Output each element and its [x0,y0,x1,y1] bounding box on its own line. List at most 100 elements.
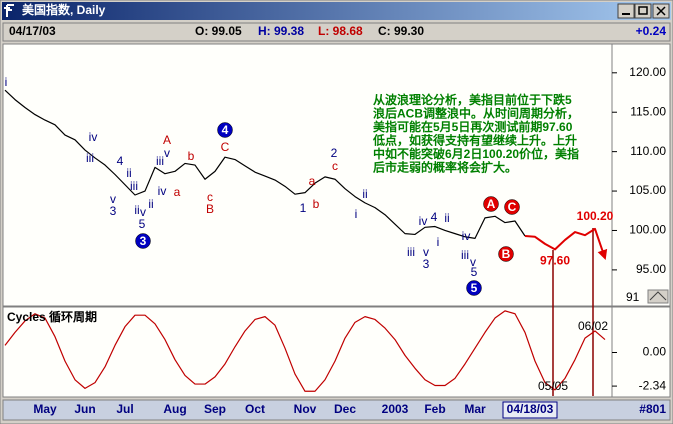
wave-label: 4 [431,210,438,224]
wave-label: ii [134,203,139,217]
wave-label: c [207,190,213,204]
maximize-button[interactable] [634,3,652,19]
y-tick-label: 105.00 [629,183,666,197]
wave-label: iv [158,184,167,198]
bar-date: 04/17/03 [9,24,56,38]
wave-label: iii [130,179,138,193]
price-line [4,89,526,239]
close-value: C: 99.30 [378,24,424,38]
window-title: 美国指数, Daily [22,2,106,17]
toolbar [2,22,671,42]
wave-label: 4 [117,154,124,168]
y-tick-label: 100.00 [629,223,666,237]
wave-label: v [470,255,476,269]
wave-label: C [508,200,517,214]
x-tick-label: Nov [294,402,317,416]
wave-label: A [487,197,496,211]
bar-count: #801 [639,402,666,416]
close-icon [656,6,666,16]
analysis-note: 中如不能突破6月2日100.20价位，美指 [373,146,579,161]
y-tick-label: 0.00 [643,345,667,359]
cycle-line [4,310,606,392]
x-tick-label: Dec [334,402,356,416]
wave-label: 3 [110,204,117,218]
wave-circle [135,233,151,249]
wave-circle [466,280,482,296]
wave-label: v [423,245,429,259]
wave-label: 3 [423,257,430,271]
wave-label: b [188,149,195,163]
date-marker-label: 05/05 [538,379,568,393]
wave-label: i [355,207,358,221]
y-tick-label: -2.34 [639,378,667,392]
x-tick-label: Jul [116,402,133,416]
analysis-note: 后市走弱的概率将会扩大。 [373,160,517,175]
wave-label: i [5,75,8,89]
wave-label: B [502,247,511,261]
low-value: L: 98.68 [318,24,363,38]
forecast-line [524,227,608,260]
wave-circle [217,122,233,138]
wave-label: ii [444,211,449,225]
wave-circle [504,199,520,215]
app-icon [4,4,14,17]
price-panel [2,43,613,307]
y-tick-label: 115.00 [630,104,666,118]
value-label: 100.20 [577,209,614,223]
x-tick-label: Oct [245,402,265,416]
wave-label: a [174,185,181,199]
y-tick-label: 110.00 [630,144,666,158]
wave-label: 2 [331,146,338,160]
wave-label: v [164,146,170,160]
wave-circle [483,196,499,212]
x-tick-label: Jun [74,402,95,416]
open-value: O: 99.05 [195,24,242,38]
change-value: +0.24 [636,24,667,38]
wave-label: iii [407,245,415,259]
wave-label: iv [419,214,428,228]
x-tick-label: Sep [204,402,226,416]
scale-icon[interactable] [647,289,669,304]
x-tick-label: Aug [163,402,186,416]
y-tick-label: 95.00 [636,262,666,276]
title-bar [2,2,671,20]
minimize-button[interactable] [617,3,635,19]
wave-label: iv [462,229,471,243]
wave-label: iii [86,151,94,165]
wave-label: 5 [471,281,478,295]
wave-circle [498,246,514,262]
wave-label: 5 [139,217,146,231]
wave-label: iii [461,248,469,262]
wave-label: ii [126,166,131,180]
wave-label: ii [362,187,367,201]
cycle-axis-panel [611,306,671,398]
wave-label: 5 [471,265,478,279]
wave-label: i [437,235,440,249]
wave-label: ii [148,197,153,211]
high-value: H: 99.38 [258,24,304,38]
y-tick-label: 120.00 [629,65,666,79]
maximize-icon [638,6,648,15]
cursor-date-box [502,401,558,419]
wave-label: C [221,140,230,154]
x-tick-label: Feb [424,402,445,416]
wave-label: 3 [140,234,147,248]
wave-label: b [313,197,320,211]
cursor-date: 04/18/03 [507,402,554,416]
analysis-note: 低点，如获得支持有望继续上升。上升 [372,133,577,148]
wave-label: 1 [300,201,307,215]
analysis-note: 浪后ACB调整浪中。从时间周期分析， [373,106,579,121]
price-axis-panel [611,43,671,307]
x-tick-label: Mar [464,402,486,416]
x-tick-label: May [33,402,57,416]
scale-icon-glyph [649,291,667,301]
panel-title: Cycles 循环周期 [7,309,97,324]
wave-label: v [110,192,116,206]
wave-label: iv [89,130,98,144]
scale-label: 91 [626,290,640,304]
analysis-note: 从波浪理论分析，美指目前位于下跌5 [373,92,572,107]
wave-label: c [332,159,338,173]
analysis-note: 美指可能在5月5日再次测试前期97.60 [373,119,573,134]
